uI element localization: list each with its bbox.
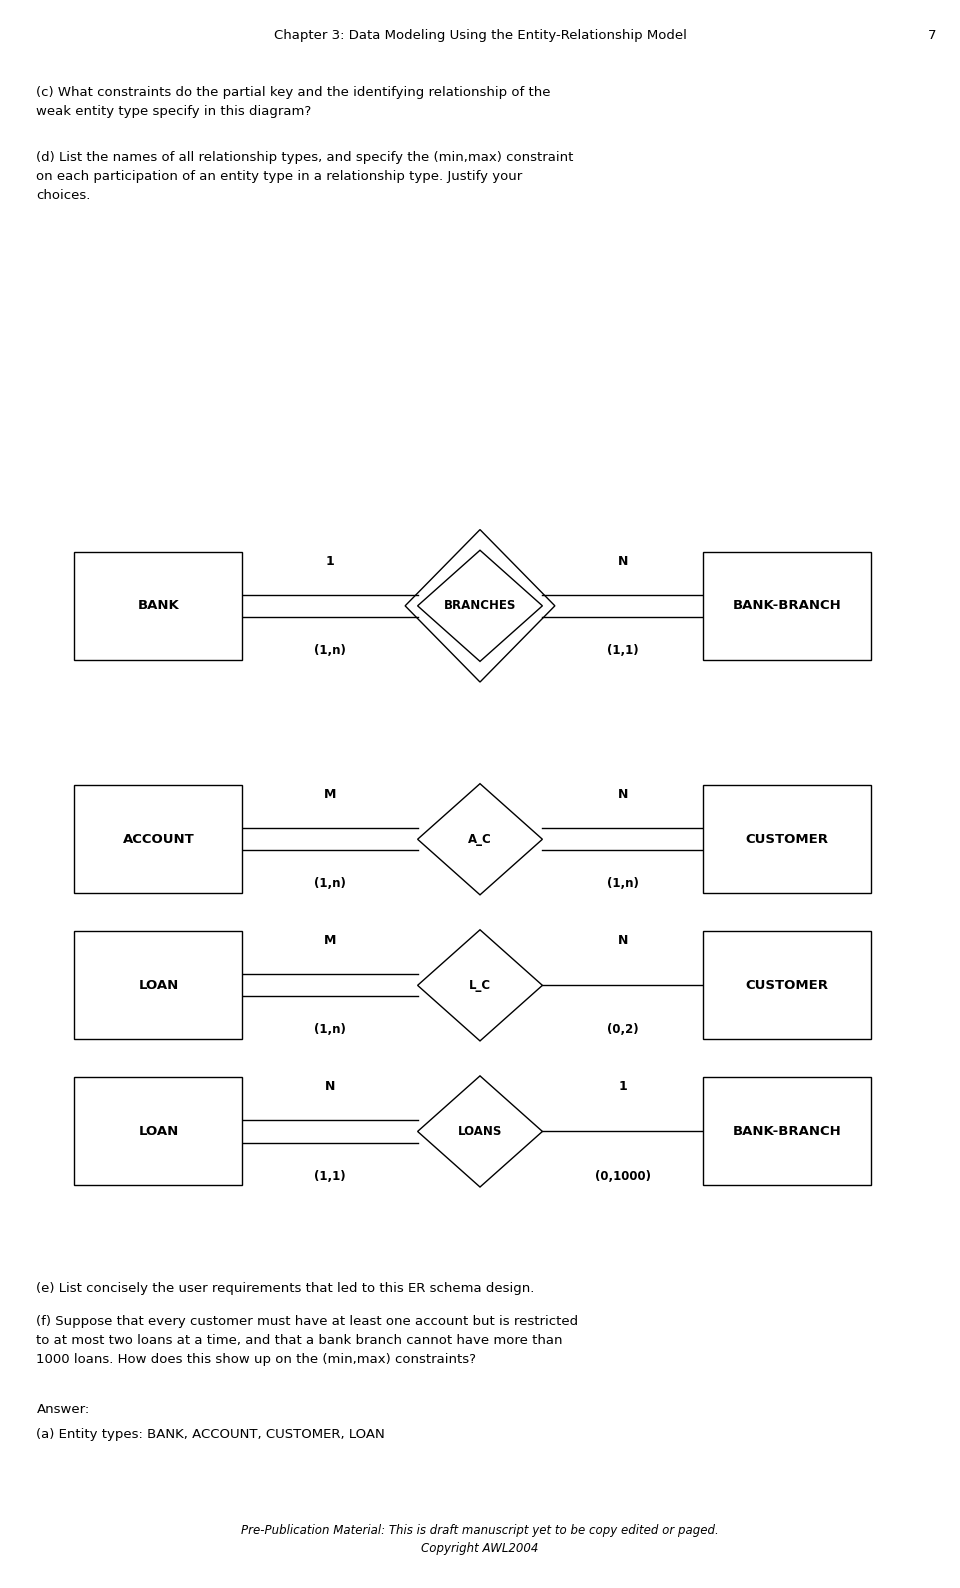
Text: ACCOUNT: ACCOUNT	[123, 832, 194, 846]
Text: CUSTOMER: CUSTOMER	[746, 978, 828, 992]
Text: Chapter 3: Data Modeling Using the Entity-Relationship Model: Chapter 3: Data Modeling Using the Entit…	[274, 29, 686, 41]
Text: LOAN: LOAN	[138, 978, 179, 992]
Text: (1,n): (1,n)	[314, 645, 346, 657]
Text: BANK-BRANCH: BANK-BRANCH	[732, 599, 842, 613]
Text: 7: 7	[927, 29, 936, 41]
Text: N: N	[617, 554, 628, 567]
Polygon shape	[418, 784, 542, 896]
Bar	[703, 784, 872, 892]
Bar	[75, 931, 242, 1040]
Text: BRANCHES: BRANCHES	[444, 599, 516, 613]
Text: A_C: A_C	[468, 832, 492, 846]
Text: LOAN: LOAN	[138, 1124, 179, 1139]
Bar	[75, 551, 242, 661]
Polygon shape	[418, 551, 542, 661]
Text: (c) What constraints do the partial key and the identifying relationship of the
: (c) What constraints do the partial key …	[36, 86, 551, 118]
Text: (d) List the names of all relationship types, and specify the (min,max) constrai: (d) List the names of all relationship t…	[36, 151, 574, 202]
Text: 1: 1	[325, 554, 334, 567]
Text: (1,1): (1,1)	[607, 645, 638, 657]
Text: BANK-BRANCH: BANK-BRANCH	[732, 1124, 842, 1139]
Text: Pre-Publication Material: This is draft manuscript yet to be copy edited or page: Pre-Publication Material: This is draft …	[241, 1523, 719, 1555]
Text: (1,n): (1,n)	[314, 878, 346, 891]
Text: L_C: L_C	[468, 978, 492, 992]
Text: M: M	[324, 788, 336, 800]
Bar	[75, 784, 242, 892]
Text: LOANS: LOANS	[458, 1124, 502, 1139]
Text: N: N	[324, 1080, 335, 1093]
Text: CUSTOMER: CUSTOMER	[746, 832, 828, 846]
Polygon shape	[418, 931, 542, 1042]
Bar	[703, 931, 872, 1040]
Text: (e) List concisely the user requirements that led to this ER schema design.: (e) List concisely the user requirements…	[36, 1282, 535, 1294]
Text: N: N	[617, 934, 628, 946]
Text: (0,2): (0,2)	[607, 1024, 638, 1037]
Text: (1,n): (1,n)	[607, 878, 638, 891]
Text: BANK: BANK	[137, 599, 180, 613]
Polygon shape	[418, 1077, 542, 1188]
Text: (a) Entity types: BANK, ACCOUNT, CUSTOMER, LOAN: (a) Entity types: BANK, ACCOUNT, CUSTOME…	[36, 1428, 385, 1440]
Text: Answer:: Answer:	[36, 1404, 89, 1416]
Text: M: M	[324, 934, 336, 946]
Bar	[75, 1078, 242, 1185]
Text: (f) Suppose that every customer must have at least one account but is restricted: (f) Suppose that every customer must hav…	[36, 1315, 579, 1366]
Text: (1,n): (1,n)	[314, 1024, 346, 1037]
Bar	[703, 551, 872, 661]
Text: N: N	[617, 788, 628, 800]
Bar	[703, 1078, 872, 1185]
Text: (0,1000): (0,1000)	[595, 1169, 651, 1183]
Text: (1,1): (1,1)	[314, 1169, 346, 1183]
Text: 1: 1	[618, 1080, 627, 1093]
